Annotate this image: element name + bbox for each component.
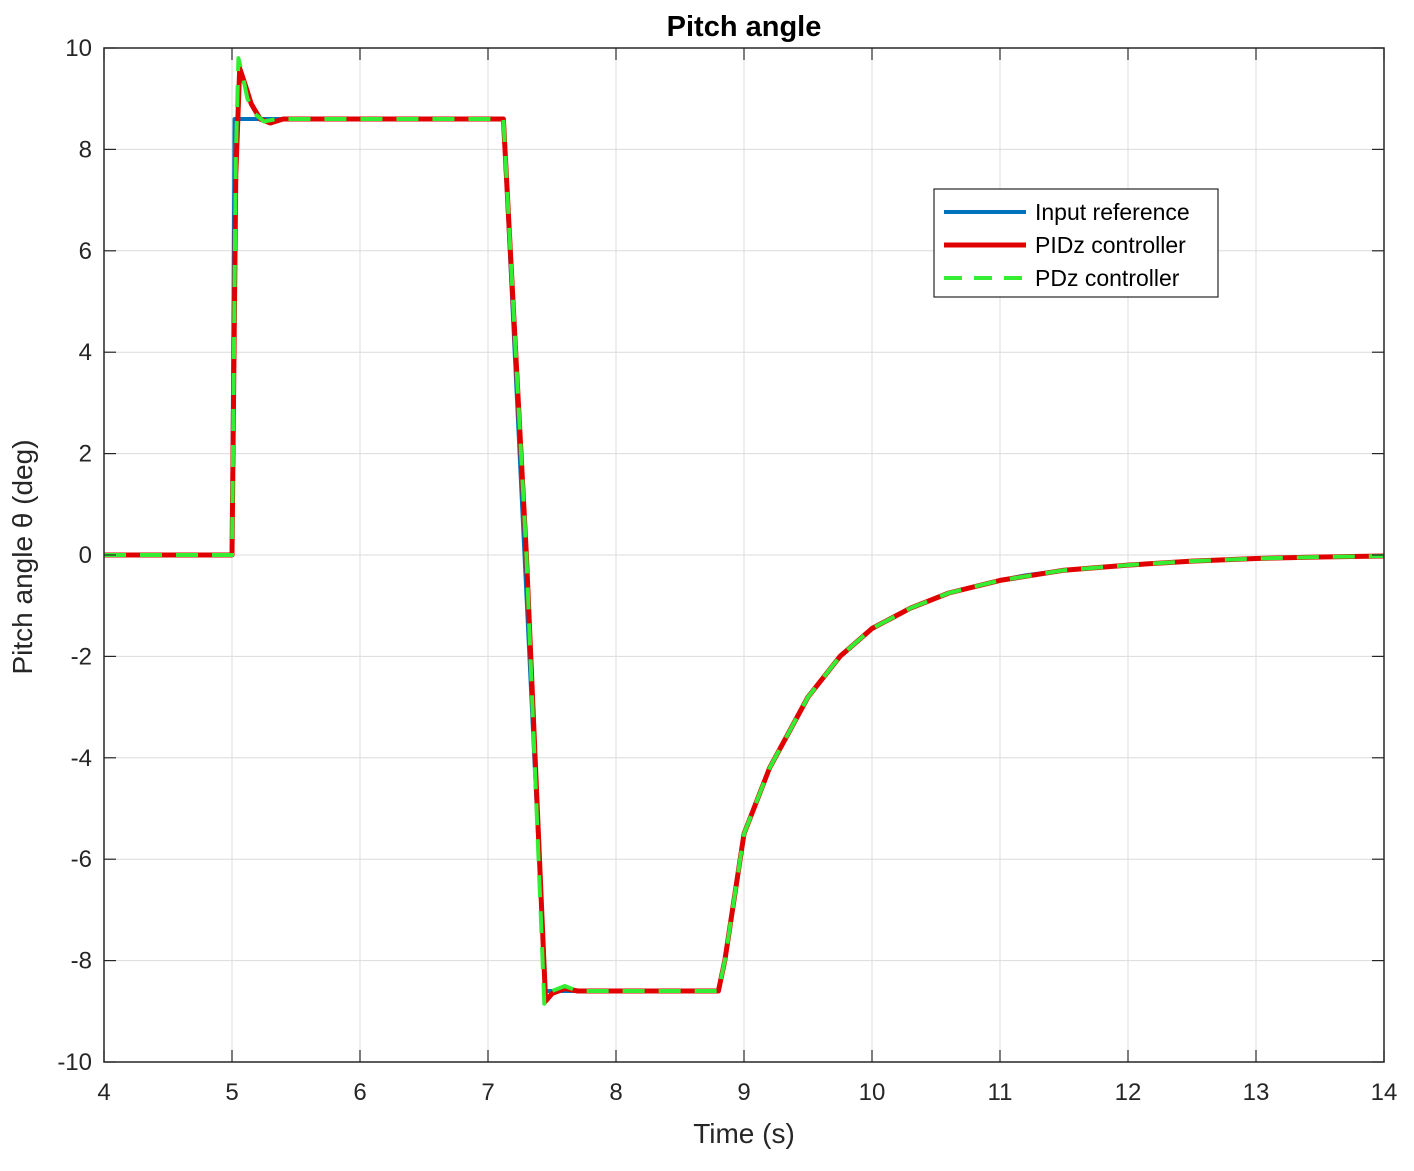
x-tick-label: 13 [1243,1079,1270,1106]
y-tick-label: 8 [79,136,92,163]
x-tick-label: 5 [225,1079,238,1106]
tick-layer: 4 5 6 7 8 9 10 11 12 13 14 -10 -8 -6 -4 -2 0 2 4 6 8 10 [57,35,1397,1106]
y-axis-label: Pitch angle θ (deg) [7,439,38,674]
x-tick-label: 10 [859,1079,886,1106]
y-tick-label: -6 [71,846,92,873]
y-tick-label: 10 [65,35,92,62]
y-tick-label: -8 [71,948,92,975]
y-tick-label: -4 [71,745,92,772]
legend-label: PDz controller [1035,265,1180,291]
x-tick-label: 6 [353,1079,366,1106]
x-tick-label: 12 [1115,1079,1142,1106]
x-tick-label: 9 [737,1079,750,1106]
y-tick-label: 2 [79,441,92,468]
y-tick-label: 4 [79,339,92,366]
chart-title: Pitch angle [667,11,822,43]
y-tick-label: 6 [79,238,92,265]
x-tick-label: 8 [609,1079,622,1106]
series-line-pdz-controller [104,56,1385,1006]
x-tick-label: 4 [97,1079,110,1106]
x-tick-label: 11 [988,1079,1013,1106]
legend-label: PIDz controller [1035,232,1186,258]
x-axis-label: Time (s) [693,1118,795,1149]
y-tick-label: -10 [57,1049,92,1076]
y-tick-label: -2 [71,643,92,670]
legend-label: Input reference [1035,199,1190,225]
x-tick-label: 7 [481,1079,494,1106]
legend: Input reference PIDz controller PDz contro… [933,188,1219,298]
y-tick-label: 0 [79,542,92,569]
series-layer [104,56,1385,1006]
x-tick-label: 14 [1371,1079,1398,1106]
